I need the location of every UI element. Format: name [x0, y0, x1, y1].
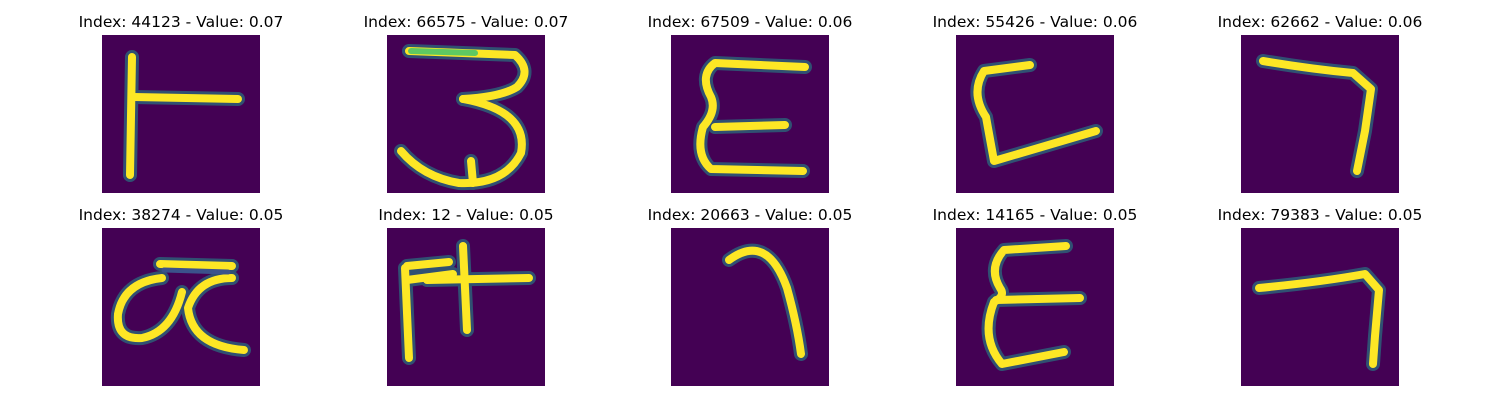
panel-title: Index: 79383 - Value: 0.05: [1217, 206, 1423, 224]
glyph-image: [956, 35, 1114, 193]
glyph-image: [671, 35, 829, 193]
glyph-image: [671, 228, 829, 386]
glyph-image: [1241, 35, 1399, 193]
glyph-image: [956, 228, 1114, 386]
panel-title: Index: 14165 - Value: 0.05: [932, 206, 1138, 224]
panel-title: Index: 67509 - Value: 0.06: [647, 13, 853, 31]
glyph-image: [102, 35, 260, 193]
panel-title: Index: 66575 - Value: 0.07: [363, 13, 569, 31]
panel-title: Index: 20663 - Value: 0.05: [647, 206, 853, 224]
panel-title: Index: 62662 - Value: 0.06: [1217, 13, 1423, 31]
glyph-image: [387, 35, 545, 193]
panel-title: Index: 38274 - Value: 0.05: [78, 206, 284, 224]
panel-title: Index: 55426 - Value: 0.06: [932, 13, 1138, 31]
glyph-image: [1241, 228, 1399, 386]
glyph-image: [102, 228, 260, 386]
panel-title: Index: 12 - Value: 0.05: [378, 206, 554, 224]
glyph-image: [387, 228, 545, 386]
panel-title: Index: 44123 - Value: 0.07: [78, 13, 284, 31]
